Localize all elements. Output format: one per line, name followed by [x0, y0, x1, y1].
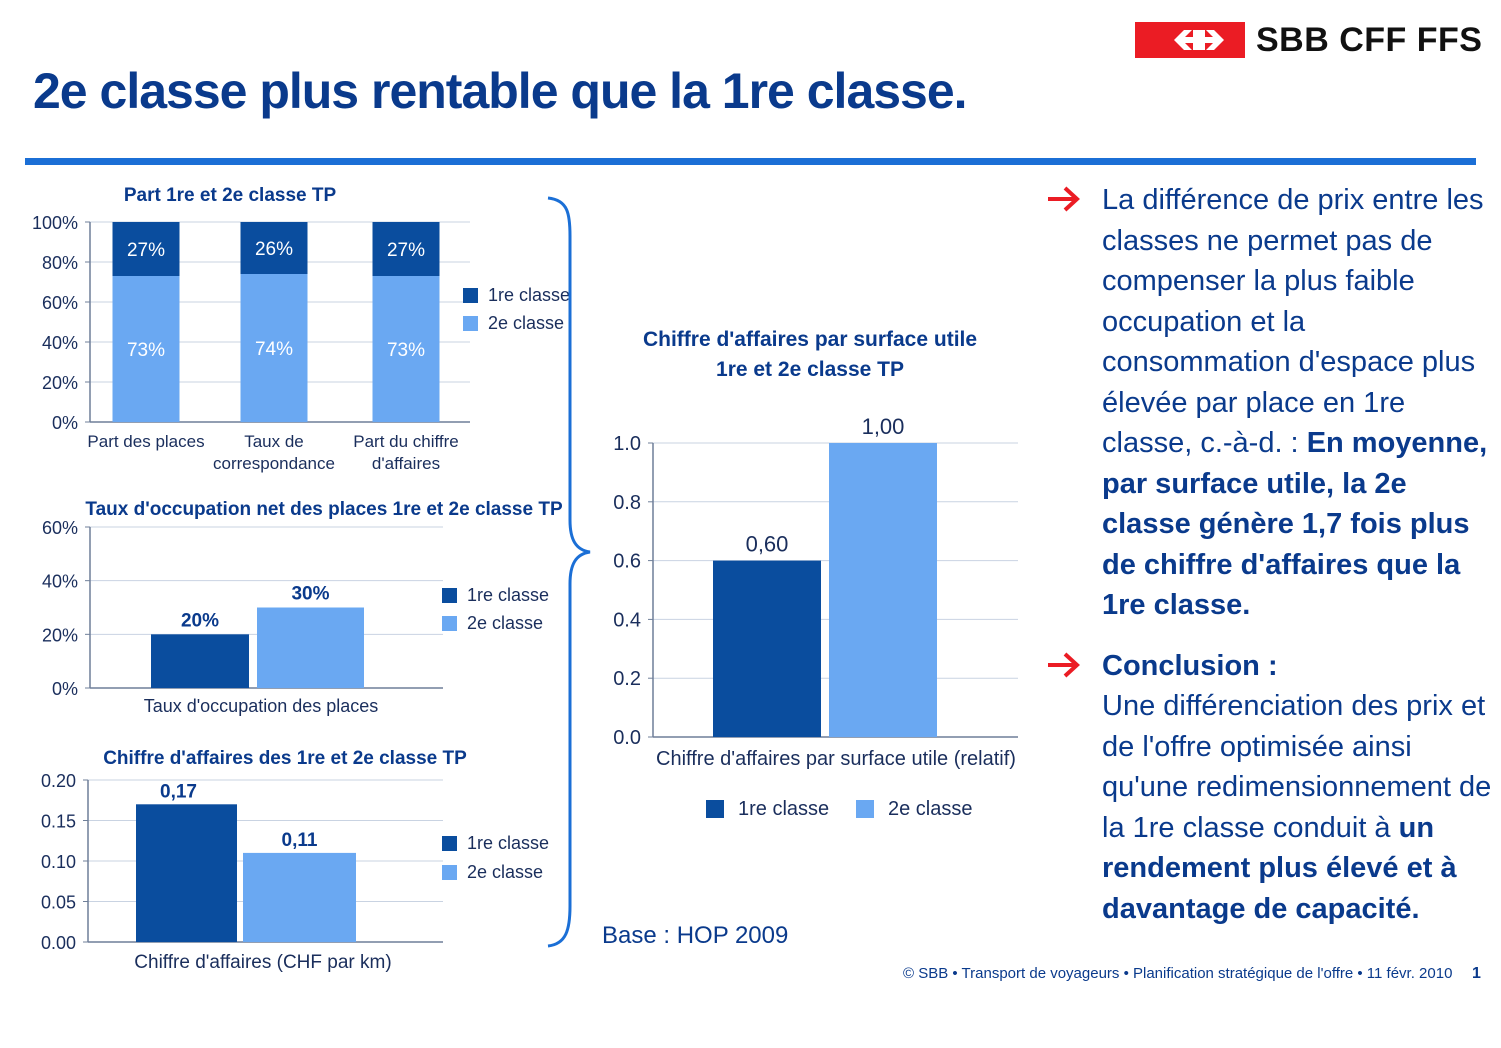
- share-category-label: d'affaires: [372, 454, 440, 473]
- share-category-label: Part des places: [87, 432, 204, 451]
- share-legend-swatch: [463, 316, 478, 331]
- share-data-label: 27%: [387, 240, 425, 261]
- surface-bar-1re: [713, 560, 821, 737]
- title-divider: [25, 158, 1476, 165]
- share-data-label: 73%: [387, 340, 425, 361]
- bullet-key-finding: En moyenne, par surface utile, la 2e cla…: [1102, 427, 1488, 621]
- occupancy-data-label: 20%: [181, 610, 219, 631]
- occupancy-bar-1re: [151, 634, 249, 688]
- revenue-tick-label: 0.00: [41, 933, 76, 953]
- revenue-legend-label: 2e classe: [467, 862, 543, 882]
- share-tick-label: 0%: [52, 413, 78, 433]
- surface-legend-swatch: [856, 800, 874, 818]
- bullet-list: La différence de prix entre les classes …: [1046, 180, 1496, 929]
- share-legend-swatch: [463, 288, 478, 303]
- share-tick-label: 100%: [32, 213, 78, 233]
- share-data-label: 27%: [127, 240, 165, 261]
- surface-legend-swatch: [706, 800, 724, 818]
- red-arrow-icon: [1048, 652, 1080, 677]
- bullet-text: La différence de prix entre les classes …: [1102, 184, 1484, 459]
- revenue-legend-swatch: [442, 865, 457, 880]
- conclusion-heading: Conclusion :: [1102, 649, 1278, 682]
- surface-legend-label: 2e classe: [888, 798, 973, 820]
- occupancy-legend-swatch: [442, 616, 457, 631]
- revenue-legend-label: 1re classe: [467, 833, 549, 853]
- share-data-label: 26%: [255, 239, 293, 260]
- share-tick-label: 40%: [42, 333, 78, 353]
- occupancy-tick-label: 40%: [42, 572, 78, 592]
- conclusion-text: Une différenciation des prix et de l'off…: [1102, 690, 1492, 844]
- share-tick-label: 20%: [42, 373, 78, 393]
- surface-data-label: 0,60: [746, 532, 789, 557]
- revenue-tick-label: 0.15: [41, 812, 76, 832]
- revenue-legend-swatch: [442, 836, 457, 851]
- revenue-tick-label: 0.20: [41, 771, 76, 791]
- revenue-data-label: 0,17: [160, 781, 197, 802]
- revenue-tick-label: 0.10: [41, 852, 76, 872]
- occupancy-data-label: 30%: [291, 584, 329, 605]
- share-data-label: 74%: [255, 339, 293, 360]
- occupancy-category-label: Taux d'occupation des places: [144, 696, 379, 716]
- occupancy-chart-title: Taux d'occupation net des places 1re et …: [85, 499, 563, 520]
- surface-tick-label: 0.2: [613, 668, 641, 690]
- swiss-cross-arrows-icon: [1174, 30, 1224, 50]
- surface-chart-title: Chiffre d'affaires par surface utile: [643, 328, 977, 351]
- revenue-data-label: 0,11: [282, 830, 318, 851]
- share-bar-1re: [240, 222, 308, 274]
- share-chart-title: Part 1re et 2e classe TP: [124, 185, 337, 206]
- share-bar-1re: [112, 222, 180, 276]
- occupancy-tick-label: 60%: [42, 518, 78, 538]
- chart-share-of-classes: Part 1re et 2e classe TP 0% 20% 40% 60% 80% 10…: [32, 185, 570, 473]
- share-category-label: Taux de: [244, 432, 304, 451]
- surface-chart-subtitle: 1re et 2e classe TP: [716, 358, 904, 381]
- surface-tick-label: 0.8: [613, 492, 641, 514]
- page-number: 1: [1472, 965, 1481, 982]
- revenue-tick-label: 0.05: [41, 893, 76, 913]
- page-title: 2e classe plus rentable que la 1re class…: [33, 63, 968, 119]
- occupancy-legend-swatch: [442, 588, 457, 603]
- charts-canvas: Part 1re et 2e classe TP 0% 20% 40% 60% 80% 10…: [32, 185, 1018, 973]
- bullet-conclusion: Conclusion : Une différenciation des pri…: [1046, 646, 1496, 930]
- share-data-label: 73%: [127, 340, 165, 361]
- surface-tick-label: 0.4: [613, 609, 641, 631]
- surface-tick-label: 0.6: [613, 551, 641, 573]
- surface-data-label: 1,00: [862, 414, 905, 439]
- occupancy-tick-label: 0%: [52, 679, 78, 699]
- surface-tick-label: 1.0: [613, 433, 641, 455]
- occupancy-legend-label: 1re classe: [467, 585, 549, 605]
- chart-revenue-per-surface: Chiffre d'affaires par surface utile 1re …: [613, 328, 1018, 820]
- surface-bar-2e: [829, 443, 937, 737]
- share-bar-1re: [372, 222, 440, 276]
- revenue-bar-2e: [243, 852, 356, 942]
- sbb-logo: [1135, 22, 1245, 58]
- share-bar-2e: [240, 274, 308, 422]
- share-bar-2e: [372, 276, 440, 422]
- share-legend-label: 1re classe: [488, 285, 570, 305]
- bullet-price-difference: La différence de prix entre les classes …: [1046, 180, 1496, 626]
- share-tick-label: 80%: [42, 253, 78, 273]
- share-bar-2e: [112, 276, 180, 422]
- footer-text: © SBB • Transport de voyageurs • Planifi…: [903, 965, 1453, 982]
- occupancy-bar-2e: [257, 607, 364, 688]
- occupancy-tick-label: 20%: [42, 625, 78, 645]
- occupancy-legend-label: 2e classe: [467, 613, 543, 633]
- revenue-chart-title: Chiffre d'affaires des 1re et 2e classe …: [103, 748, 467, 769]
- red-arrow-icon: [1048, 186, 1080, 212]
- share-tick-label: 60%: [42, 293, 78, 313]
- share-category-label: Part du chiffre: [353, 432, 459, 451]
- conclusion-key-finding: un rendement plus élevé et à davantage d…: [1102, 811, 1457, 925]
- share-legend-label: 2e classe: [488, 313, 564, 333]
- surface-legend-label: 1re classe: [738, 798, 829, 820]
- revenue-category-label: Chiffre d'affaires (CHF par km): [134, 952, 391, 973]
- share-category-label: correspondance: [213, 454, 335, 473]
- revenue-bar-1re: [136, 804, 237, 942]
- grouping-brace: [547, 196, 591, 948]
- logo-text: SBB CFF FFS: [1256, 21, 1483, 59]
- surface-category-label: Chiffre d'affaires par surface utile (re…: [656, 748, 1016, 770]
- base-note: Base : HOP 2009: [602, 922, 789, 949]
- chart-occupancy-rate: Taux d'occupation net des places 1re et …: [42, 499, 563, 716]
- chart-revenue-per-km: Chiffre d'affaires des 1re et 2e classe …: [41, 748, 549, 973]
- surface-tick-label: 0.0: [613, 727, 641, 749]
